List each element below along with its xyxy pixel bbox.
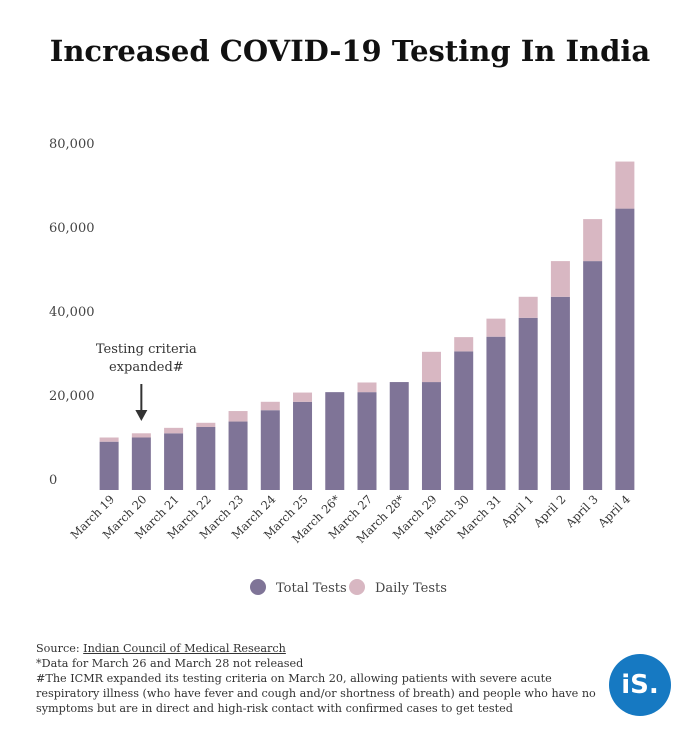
bar-total-tests [357,392,377,490]
legend-label: Daily Tests [375,581,447,596]
annotation-arrow-head [135,410,148,421]
bar-daily-tests [518,296,538,318]
bar-total-tests [615,208,635,490]
y-axis: 0 20,000 40,000 60,000 80,000 [49,137,95,488]
bar-total-tests [421,382,441,490]
bar-total-tests [550,296,570,490]
bars [99,161,635,490]
footnote-criteria: #The ICMR expanded its testing criteria … [36,672,596,715]
legend-swatch-daily-tests [349,579,365,595]
y-tick-label: 0 [49,473,57,488]
x-tick-label: April 1 [498,492,537,531]
footnotes: Source: Indian Council of Medical Resear… [36,641,596,716]
footnote-missing-data: *Data for March 26 and March 28 not rele… [36,657,304,670]
bar-daily-tests [550,261,570,297]
bar-total-tests [196,427,216,490]
bar-daily-tests [357,382,377,393]
bar-daily-tests [583,219,603,262]
bar-daily-tests [228,411,248,422]
annotation-line2: expanded# [109,360,184,375]
bar-daily-tests [196,422,216,427]
bar-daily-tests [164,427,184,434]
source-prefix: Source: [36,642,84,655]
bar-total-tests [518,317,538,490]
chart-title: Increased COVID-19 Testing In India [49,34,651,68]
y-tick-label: 80,000 [49,137,95,152]
bar-total-tests [583,261,603,490]
bar-daily-tests [615,161,635,209]
bar-total-tests [325,392,345,490]
bar-daily-tests [99,437,119,442]
bar-daily-tests [454,337,474,352]
legend-swatch-total-tests [250,579,266,595]
annotation: Testing criteria expanded# [96,342,197,421]
bar-daily-tests [421,351,441,383]
indiaspend-logo: iS. [609,654,671,716]
bar-total-tests [454,351,474,490]
bar-daily-tests [131,433,151,438]
bar-total-tests [389,382,409,490]
stacked-bar-chart: 0 20,000 40,000 60,000 80,000 March 19March … [49,137,635,596]
bar-total-tests [99,441,119,490]
bar-daily-tests [293,392,313,402]
annotation-line1: Testing criteria [96,342,197,357]
bar-total-tests [486,336,506,490]
bar-daily-tests [486,318,506,337]
source-line: Source: Indian Council of Medical Resear… [36,641,596,656]
bar-total-tests [131,437,151,490]
x-tick-label: April 3 [562,492,601,531]
y-tick-label: 40,000 [49,305,95,320]
x-tick-label: April 2 [530,492,569,531]
bar-total-tests [228,421,248,490]
bar-total-tests [293,401,313,490]
legend: Total Tests Daily Tests [250,579,447,596]
y-tick-label: 20,000 [49,389,95,404]
x-tick-label: April 4 [594,492,633,531]
bar-daily-tests [260,401,280,411]
bar-total-tests [164,433,184,490]
bar-total-tests [260,410,280,490]
source-link[interactable]: Indian Council of Medical Research [83,642,286,655]
y-tick-label: 60,000 [49,221,95,236]
legend-label: Total Tests [276,581,347,596]
